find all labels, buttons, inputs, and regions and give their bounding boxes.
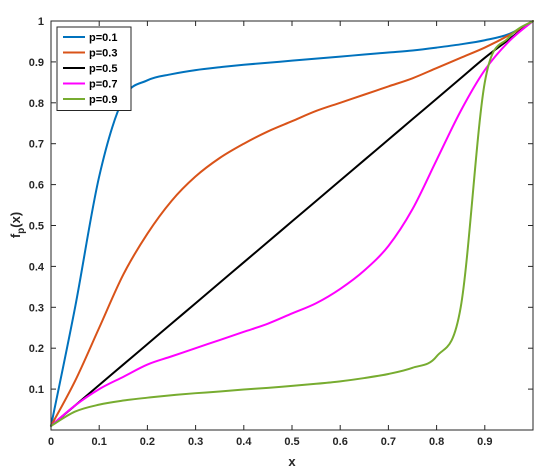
x-tick-label: 0.6 (333, 436, 348, 448)
x-tick-label: 0.4 (236, 436, 252, 448)
x-tick-label: 0.7 (381, 436, 396, 448)
y-axis-label-argument: (x) (8, 212, 23, 228)
legend: p=0.1 p=0.3 p=0.5 p=0.7 p=0.9 (56, 26, 132, 111)
y-tick-label: 0.3 (29, 302, 44, 314)
legend-item: p=0.9 (63, 94, 117, 106)
x-axis-label: x (288, 454, 296, 469)
legend-item: p=0.5 (63, 63, 117, 75)
y-tick-label: 0.1 (29, 384, 44, 396)
y-axis-label-main: f (8, 233, 23, 238)
series-line-5 (50, 20, 534, 427)
series-line-3 (50, 20, 534, 427)
y-axis-label: fp(x) (8, 212, 27, 238)
series-line-2 (50, 20, 534, 427)
series-layer (50, 20, 534, 427)
y-tick-label: 0.2 (29, 343, 44, 355)
legend-item: p=0.1 (63, 32, 117, 44)
legend-label: p=0.5 (89, 63, 117, 75)
legend-label: p=0.1 (89, 32, 117, 44)
x-tick-label: 0.1 (92, 436, 107, 448)
y-tick-label: 0.8 (29, 98, 44, 110)
y-tick-label: 1 (38, 16, 44, 28)
y-tick-label: 0.7 (29, 139, 44, 151)
x-tick-label: 0.8 (429, 436, 444, 448)
tick-layer: 0 0.1 0.2 0.3 0.4 0.5 0.6 0.7 0.8 0.9 0.1 0.2 0.3 0.4… (29, 16, 533, 448)
y-tick-label: 0.5 (29, 221, 44, 233)
legend-item: p=0.7 (63, 79, 117, 91)
x-tick-label: 0 (48, 436, 54, 448)
series-line-4 (50, 20, 534, 427)
series-line-1 (50, 20, 534, 427)
x-tick-label: 0.2 (140, 436, 155, 448)
legend-label: p=0.9 (89, 94, 117, 106)
legend-item: p=0.3 (63, 48, 117, 60)
y-axis-label-subscript: p (16, 228, 27, 234)
legend-label: p=0.7 (89, 79, 117, 91)
y-tick-label: 0.4 (29, 261, 45, 273)
y-tick-label: 0.6 (29, 180, 44, 192)
svg-text:fp(x): fp(x) (8, 212, 27, 238)
y-tick-label: 0.9 (29, 57, 44, 69)
legend-label: p=0.3 (89, 48, 117, 60)
x-tick-label: 0.9 (477, 436, 492, 448)
x-tick-label: 0.5 (284, 436, 299, 448)
x-tick-label: 0.3 (188, 436, 203, 448)
